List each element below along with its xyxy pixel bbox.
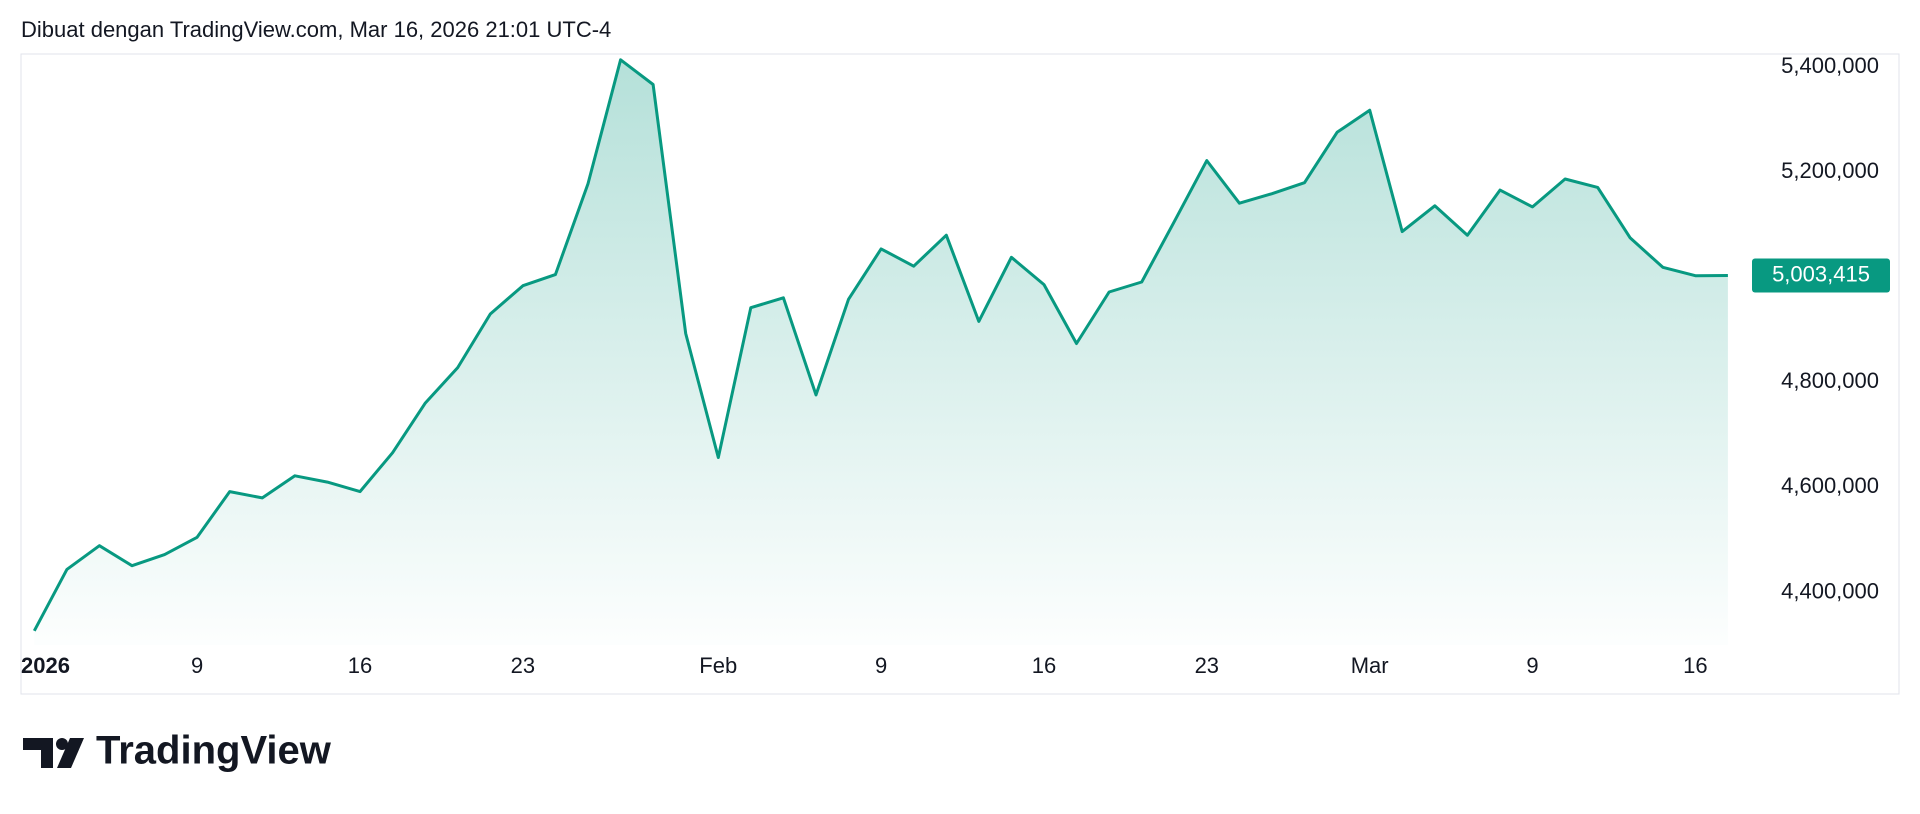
y-tick-label: 5,400,000 (1781, 53, 1879, 78)
x-tick-label: 9 (875, 653, 887, 678)
x-tick-label: Mar (1351, 653, 1389, 678)
price-badge-label: 5,003,415 (1772, 261, 1870, 286)
brand-name: TradingView (96, 729, 332, 773)
x-tick-label: 16 (1032, 653, 1056, 678)
y-tick-label: 4,600,000 (1781, 473, 1879, 498)
y-tick-label: 4,800,000 (1781, 368, 1879, 393)
header-title: Dibuat dengan TradingView.com, Mar 16, 2… (21, 17, 611, 42)
price-line (32, 58, 1728, 632)
y-tick-label: 4,400,000 (1781, 578, 1879, 603)
x-tick-label: 16 (348, 653, 372, 678)
x-tick-label: 23 (511, 653, 535, 678)
plot: 4,400,000 4,600,000 4,800,000 5,200,000 5,40… (21, 53, 1890, 678)
area-fill (34, 59, 1728, 646)
chart-frame (20, 53, 1900, 695)
y-tick-label: 5,200,000 (1781, 158, 1879, 183)
x-tick-label: 23 (1195, 653, 1219, 678)
x-tick-label: Feb (699, 653, 737, 678)
price-badge (1752, 258, 1890, 293)
x-tick-label: 2026 (21, 653, 70, 678)
x-tick-label: 9 (1526, 653, 1538, 678)
brand-logo (23, 738, 84, 768)
x-tick-label: 16 (1683, 653, 1707, 678)
x-tick-label: 9 (191, 653, 203, 678)
